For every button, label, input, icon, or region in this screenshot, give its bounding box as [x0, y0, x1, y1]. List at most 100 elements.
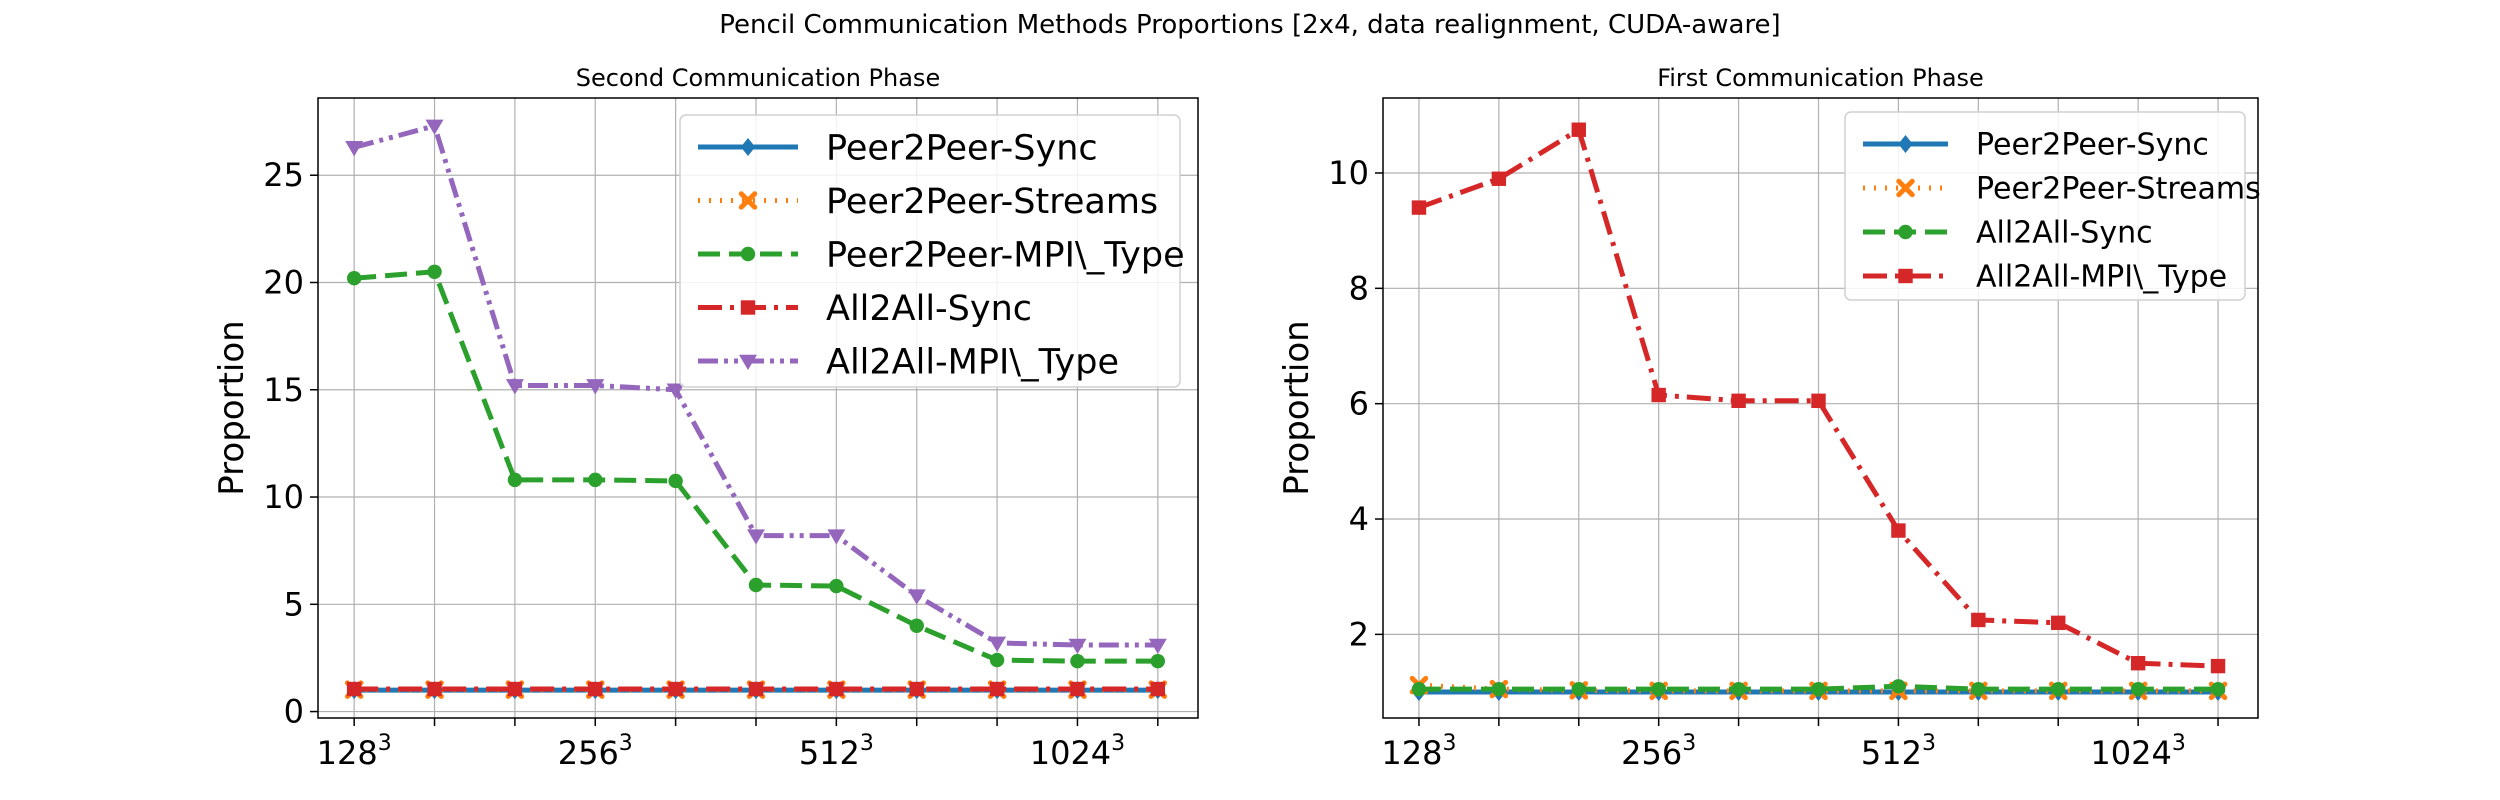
x-tick-label: 10243	[2090, 731, 2185, 772]
subplot-1: Second Communication Phase 0 5 10 15 20 25 1283…	[212, 64, 1199, 772]
triangle-down-marker	[586, 379, 605, 395]
y-tick-label: 15	[263, 371, 304, 409]
circle-marker	[1571, 681, 1586, 697]
legend-label: Peer2Peer-Streams	[826, 182, 1158, 222]
y-tick-label: 8	[1349, 269, 1369, 307]
circle-marker	[1731, 681, 1746, 697]
circle-marker	[668, 473, 683, 489]
circle-marker	[588, 472, 603, 488]
circle-marker	[1070, 653, 1085, 669]
square-marker	[1491, 171, 1507, 186]
x-tick-label: 1283	[1381, 731, 1456, 772]
square-marker	[740, 300, 756, 315]
circle-marker	[2210, 681, 2226, 697]
square-marker	[1898, 268, 1913, 284]
triangle-down-marker	[739, 354, 757, 370]
square-marker	[346, 681, 362, 697]
triangle-down-marker	[1148, 638, 1167, 655]
y-tick-label: 10	[263, 478, 304, 516]
series-3	[1411, 679, 2226, 697]
x-tick-label: 10243	[1030, 731, 1125, 772]
y-axis-label: Proportion	[212, 320, 252, 495]
square-marker	[909, 681, 924, 697]
circle-marker	[909, 618, 924, 633]
square-marker	[668, 681, 683, 697]
diamond-marker	[1898, 135, 1913, 153]
legend-label: Peer2Peer-Sync	[1976, 128, 2209, 163]
circle-marker	[346, 271, 362, 286]
y-tick-label: 4	[1349, 500, 1369, 538]
triangle-down-marker	[907, 589, 926, 605]
square-marker	[588, 681, 603, 697]
legend-box	[1844, 111, 2246, 301]
square-marker	[1571, 122, 1586, 137]
legend: Peer2Peer-Sync Peer2Peer-Streams All2All-S…	[1844, 111, 2261, 301]
legend-label: All2All-Sync	[826, 289, 1032, 329]
legend-label: All2All-Sync	[1976, 216, 2153, 251]
circle-marker	[829, 578, 844, 594]
square-marker	[2210, 658, 2226, 674]
series-3	[346, 264, 1166, 669]
x-tick-label: 2563	[1621, 731, 1696, 772]
y-tick-label: 0	[284, 693, 304, 731]
triangle-down-marker	[988, 636, 1007, 652]
circle-marker	[1898, 224, 1913, 240]
square-marker	[507, 681, 523, 697]
y-tick-label: 10	[1328, 154, 1369, 192]
circle-marker	[989, 652, 1005, 668]
circle-marker	[1150, 653, 1166, 669]
square-marker	[989, 681, 1005, 697]
circle-marker	[1651, 681, 1666, 697]
triangle-down-marker	[827, 529, 846, 545]
circle-marker	[1891, 679, 1906, 694]
legend-label: All2All-MPI\_Type	[826, 342, 1119, 382]
triangle-down-marker	[666, 383, 685, 399]
circle-marker	[1411, 681, 1427, 697]
legend-label: Peer2Peer-MPI\_Type	[826, 235, 1185, 275]
circle-marker	[1971, 681, 1986, 697]
series-4	[1411, 122, 2226, 674]
x-tick-label: 5123	[799, 731, 874, 772]
square-marker	[1411, 200, 1427, 215]
axes-frame	[317, 97, 1199, 719]
x-tick-label: 2563	[558, 731, 633, 772]
square-marker	[1971, 612, 1986, 628]
triangle-down-marker	[425, 119, 444, 135]
square-marker	[748, 681, 764, 697]
x-marker	[1896, 178, 1915, 198]
circle-marker	[1491, 681, 1507, 697]
square-marker	[1811, 393, 1826, 408]
y-tick-label: 25	[263, 156, 304, 194]
legend: Peer2Peer-Sync Peer2Peer-Streams Peer2Peer…	[679, 114, 1185, 388]
square-marker	[1150, 681, 1166, 697]
subplot-title: First Communication Phase	[1657, 64, 1984, 92]
square-marker	[1891, 523, 1906, 538]
legend-label: All2All-MPI\_Type	[1976, 260, 2227, 295]
x-tick-label: 5123	[1861, 731, 1936, 772]
y-tick-label: 6	[1349, 385, 1369, 423]
square-marker	[427, 681, 442, 697]
square-marker	[2130, 656, 2146, 671]
triangle-down-marker	[746, 529, 765, 545]
figure-title: Pencil Communication Methods Proportions…	[719, 10, 1781, 40]
circle-marker	[740, 246, 756, 262]
x-marker	[738, 191, 758, 210]
subplot-title: Second Communication Phase	[576, 64, 940, 92]
triangle-down-marker	[505, 379, 524, 395]
circle-marker	[1811, 681, 1826, 697]
subplot-2: First Communication Phase 2 4 6 8 10 1283 2563 5…	[1277, 64, 2261, 772]
circle-marker	[748, 577, 764, 593]
square-marker	[829, 681, 844, 697]
triangle-down-marker	[1068, 638, 1087, 655]
y-axis-label: Proportion	[1277, 320, 1317, 495]
y-tick-label: 20	[263, 263, 304, 301]
square-marker	[1731, 393, 1746, 408]
diamond-marker	[740, 138, 756, 156]
axes-frame	[1382, 97, 2259, 719]
series-line	[1418, 127, 2219, 669]
series-4	[346, 681, 1166, 697]
legend-box	[679, 114, 1181, 388]
legend-label: Peer2Peer-Streams	[1976, 172, 2261, 207]
triangle-down-marker	[345, 141, 364, 157]
